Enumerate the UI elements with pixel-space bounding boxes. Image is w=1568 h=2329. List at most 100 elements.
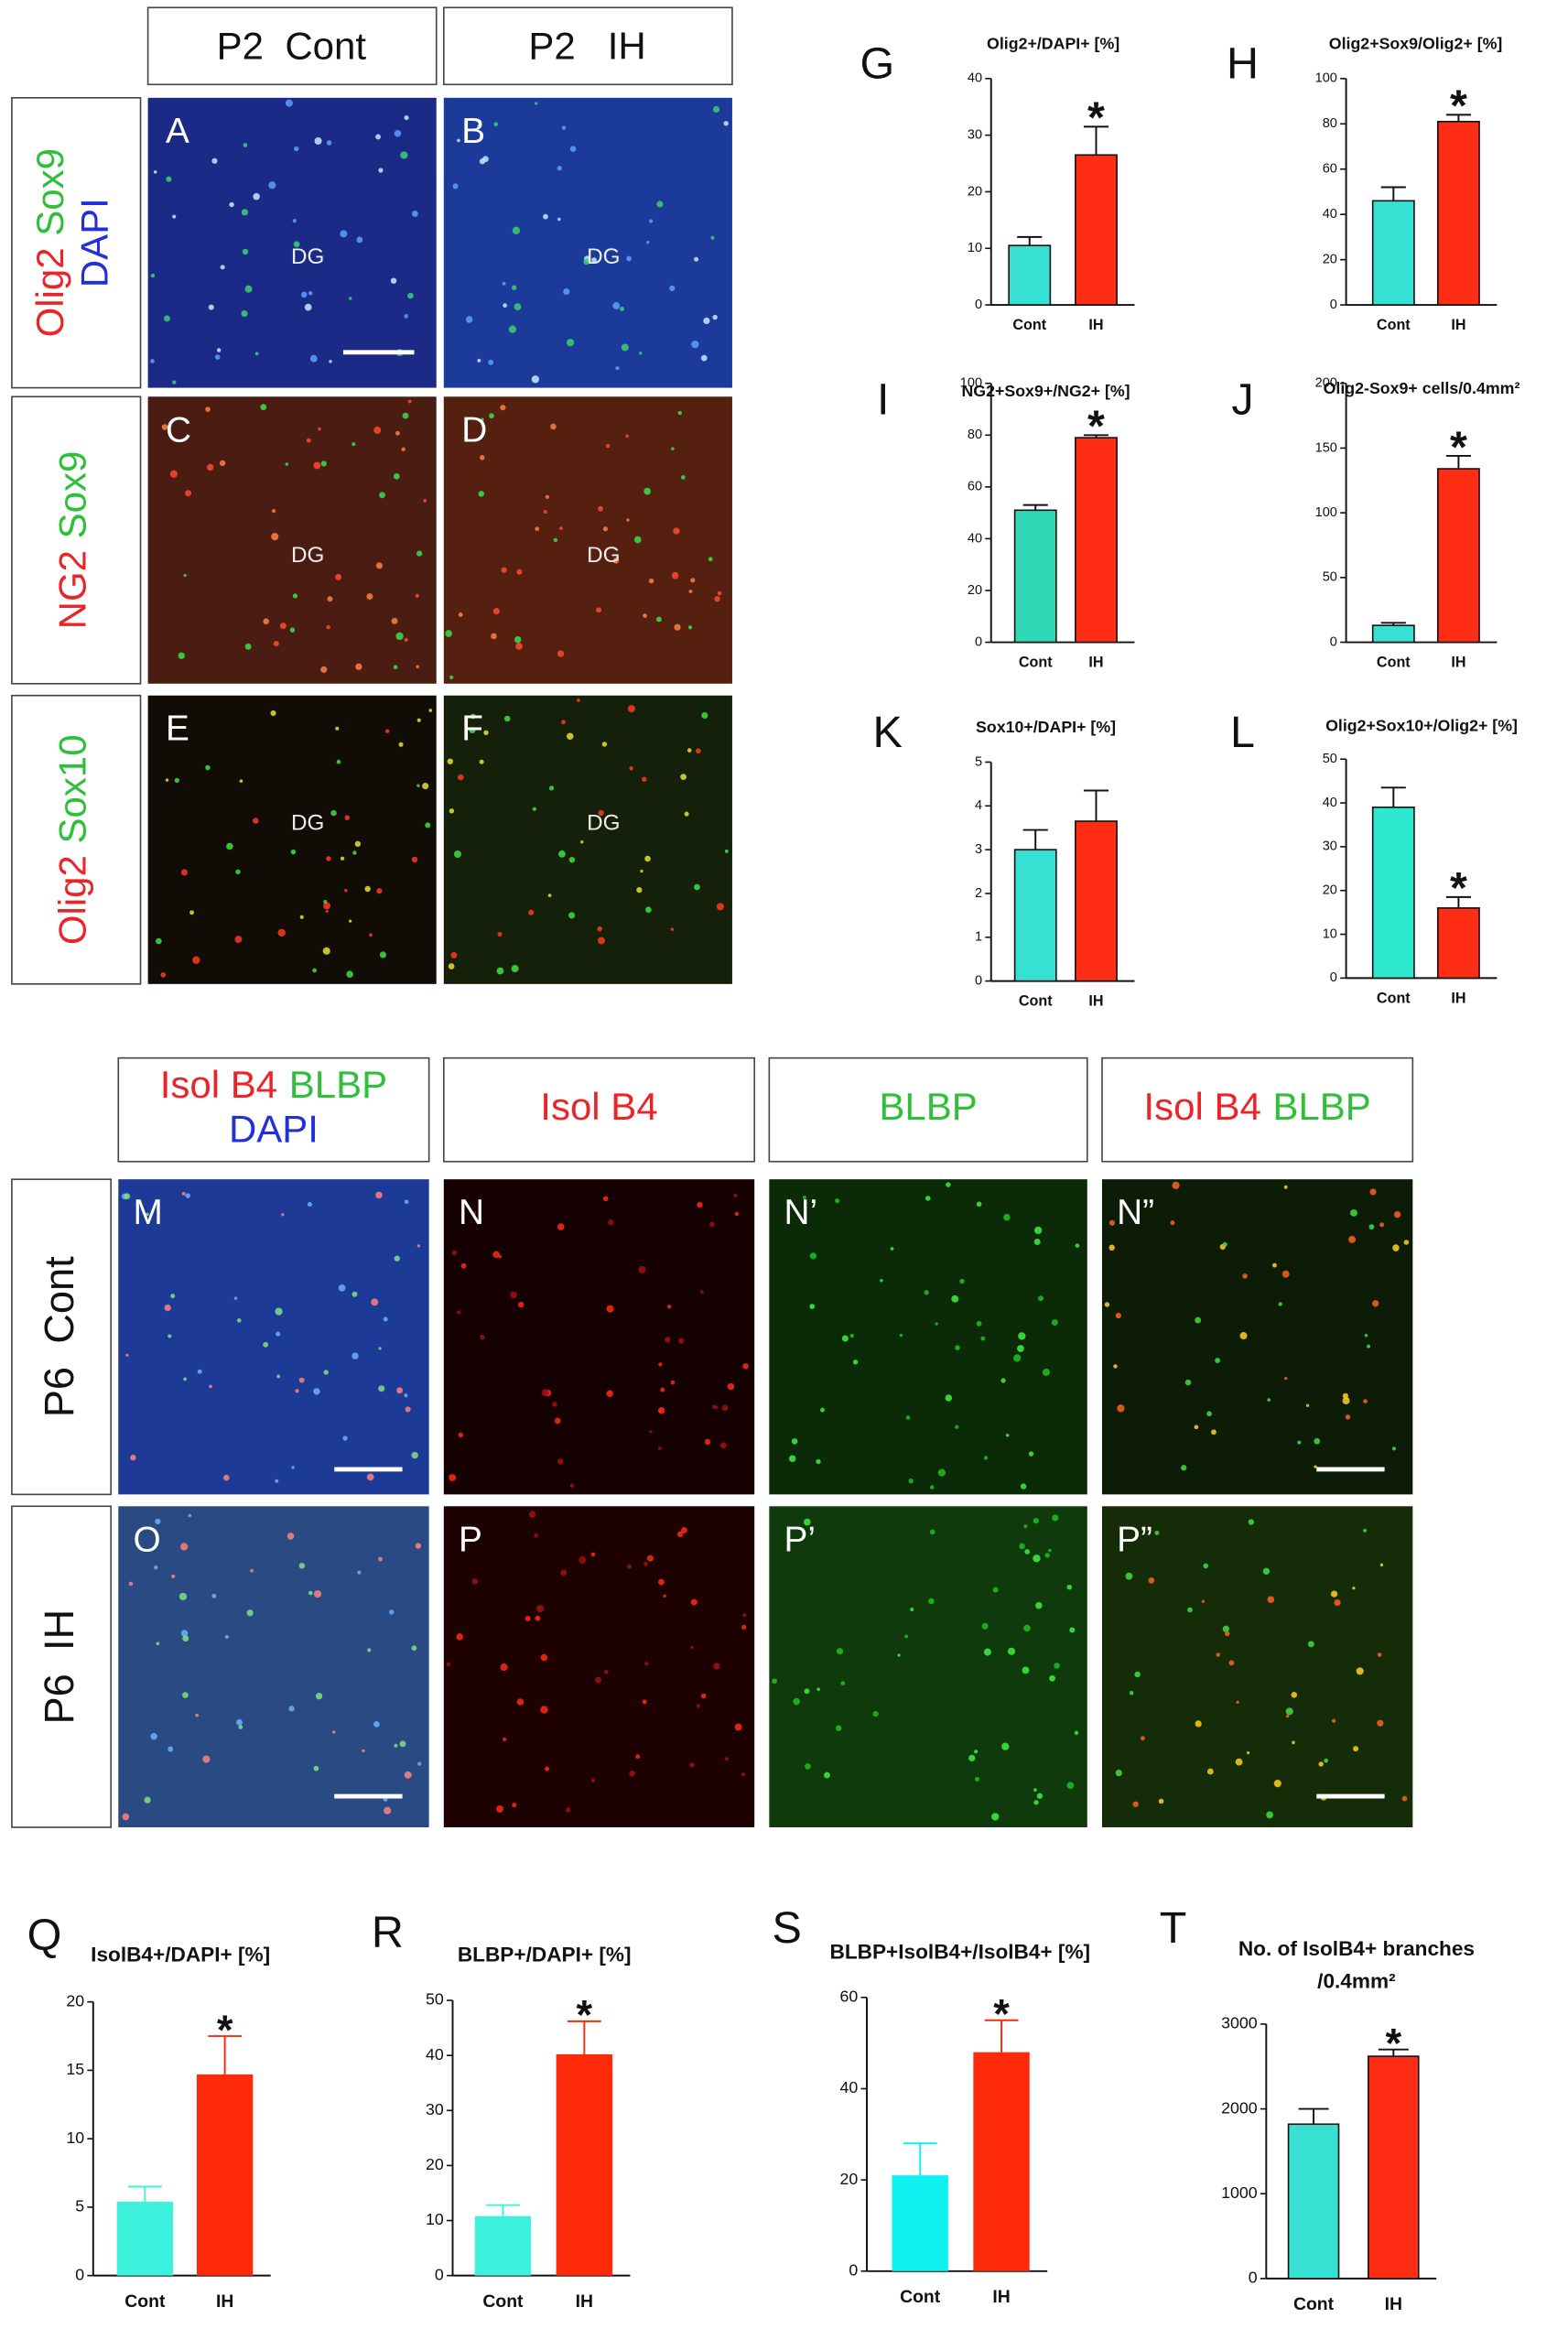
cell <box>471 1578 479 1585</box>
cell <box>1001 1742 1010 1750</box>
cell <box>344 815 351 820</box>
y-tick-label: 0 <box>435 2265 444 2283</box>
cell <box>271 509 276 514</box>
cell <box>741 1624 747 1630</box>
cell <box>458 612 463 617</box>
cell <box>153 170 157 174</box>
x-tick-label: IH <box>1385 2294 1402 2314</box>
chart-title: IsolB4+/DAPI+ [%] <box>91 1944 270 1966</box>
cell <box>709 1221 715 1228</box>
label-text: BLBP <box>879 1085 977 1128</box>
cell <box>375 134 382 140</box>
panel-letter: R <box>372 1908 404 1957</box>
cell <box>146 1212 149 1217</box>
label-group: Isol B4 <box>540 1085 657 1128</box>
cell <box>312 968 317 973</box>
cell <box>557 650 565 657</box>
cell <box>253 192 260 200</box>
cell <box>298 1377 305 1383</box>
cell <box>428 709 433 712</box>
cell <box>323 902 330 910</box>
cell <box>234 936 243 944</box>
cell <box>488 359 494 365</box>
cell <box>514 635 522 644</box>
cell <box>164 1304 171 1312</box>
cell <box>351 442 356 447</box>
cell <box>364 885 371 893</box>
y-tick-label: 20 <box>66 1991 84 2009</box>
region-label: DG <box>291 244 324 269</box>
micrograph <box>147 396 437 684</box>
micrograph <box>443 97 732 388</box>
y-tick-label: 30 <box>1323 840 1337 854</box>
label-box <box>11 1178 113 1496</box>
cell <box>449 1474 457 1481</box>
cell <box>1195 1316 1202 1324</box>
cell <box>281 1213 285 1217</box>
cell <box>1206 1768 1214 1775</box>
cell <box>404 1393 408 1398</box>
cell <box>1148 1577 1155 1584</box>
cell <box>290 849 297 855</box>
cell <box>579 1556 587 1564</box>
panel-letter: A <box>166 112 189 151</box>
cell <box>326 856 331 861</box>
cell <box>816 1687 820 1692</box>
cell <box>976 1320 982 1327</box>
cell <box>1348 1235 1357 1243</box>
cell <box>1364 1334 1368 1338</box>
cell <box>394 130 402 137</box>
panel-letter: Q <box>27 1911 62 1960</box>
cell <box>211 157 218 164</box>
cell <box>945 1394 953 1402</box>
cell <box>1377 1652 1382 1657</box>
cell <box>393 472 400 480</box>
cell <box>543 213 548 220</box>
cell <box>547 894 552 897</box>
cell <box>639 352 643 355</box>
cell <box>270 710 276 717</box>
cell <box>621 343 629 352</box>
label-box <box>11 694 142 985</box>
cell <box>346 970 353 978</box>
significance-mark: * <box>1386 2020 1402 2066</box>
cell <box>233 1296 238 1300</box>
cell <box>503 715 511 722</box>
cell <box>1018 1332 1026 1340</box>
micrograph <box>443 1179 755 1495</box>
cell <box>276 1374 281 1379</box>
cell <box>496 1805 503 1813</box>
cell <box>369 933 373 937</box>
cell <box>946 1182 951 1187</box>
cell <box>1285 1707 1293 1716</box>
micrograph <box>769 1179 1087 1495</box>
cell <box>239 779 243 783</box>
cell <box>446 1662 451 1667</box>
cell <box>515 643 523 650</box>
cell <box>1051 1319 1058 1327</box>
x-tick-label: Cont <box>1293 2294 1335 2314</box>
cell <box>1211 1429 1217 1435</box>
y-tick-label: 0 <box>75 2265 84 2283</box>
label-box <box>443 1056 755 1163</box>
column-header: P2 Cont <box>217 25 367 68</box>
cell <box>955 1345 960 1350</box>
cell <box>643 613 647 618</box>
cell <box>318 427 321 431</box>
cell <box>929 1529 935 1535</box>
cell <box>1022 1666 1030 1674</box>
cell <box>224 1635 229 1640</box>
cell <box>840 1681 846 1686</box>
cell <box>457 138 460 143</box>
bar <box>1013 849 1057 982</box>
cell <box>1330 1590 1338 1598</box>
row-header: P6 IH <box>36 1609 82 1725</box>
cell <box>154 1565 158 1570</box>
y-tick-label: 100 <box>1315 71 1337 86</box>
x-tick-label: Cont <box>1377 654 1411 670</box>
cell <box>1248 1519 1255 1525</box>
cell <box>404 637 408 642</box>
cell <box>1267 1596 1275 1603</box>
panel-letter: O <box>133 1520 160 1559</box>
y-tick-label: 2000 <box>1221 2098 1258 2117</box>
